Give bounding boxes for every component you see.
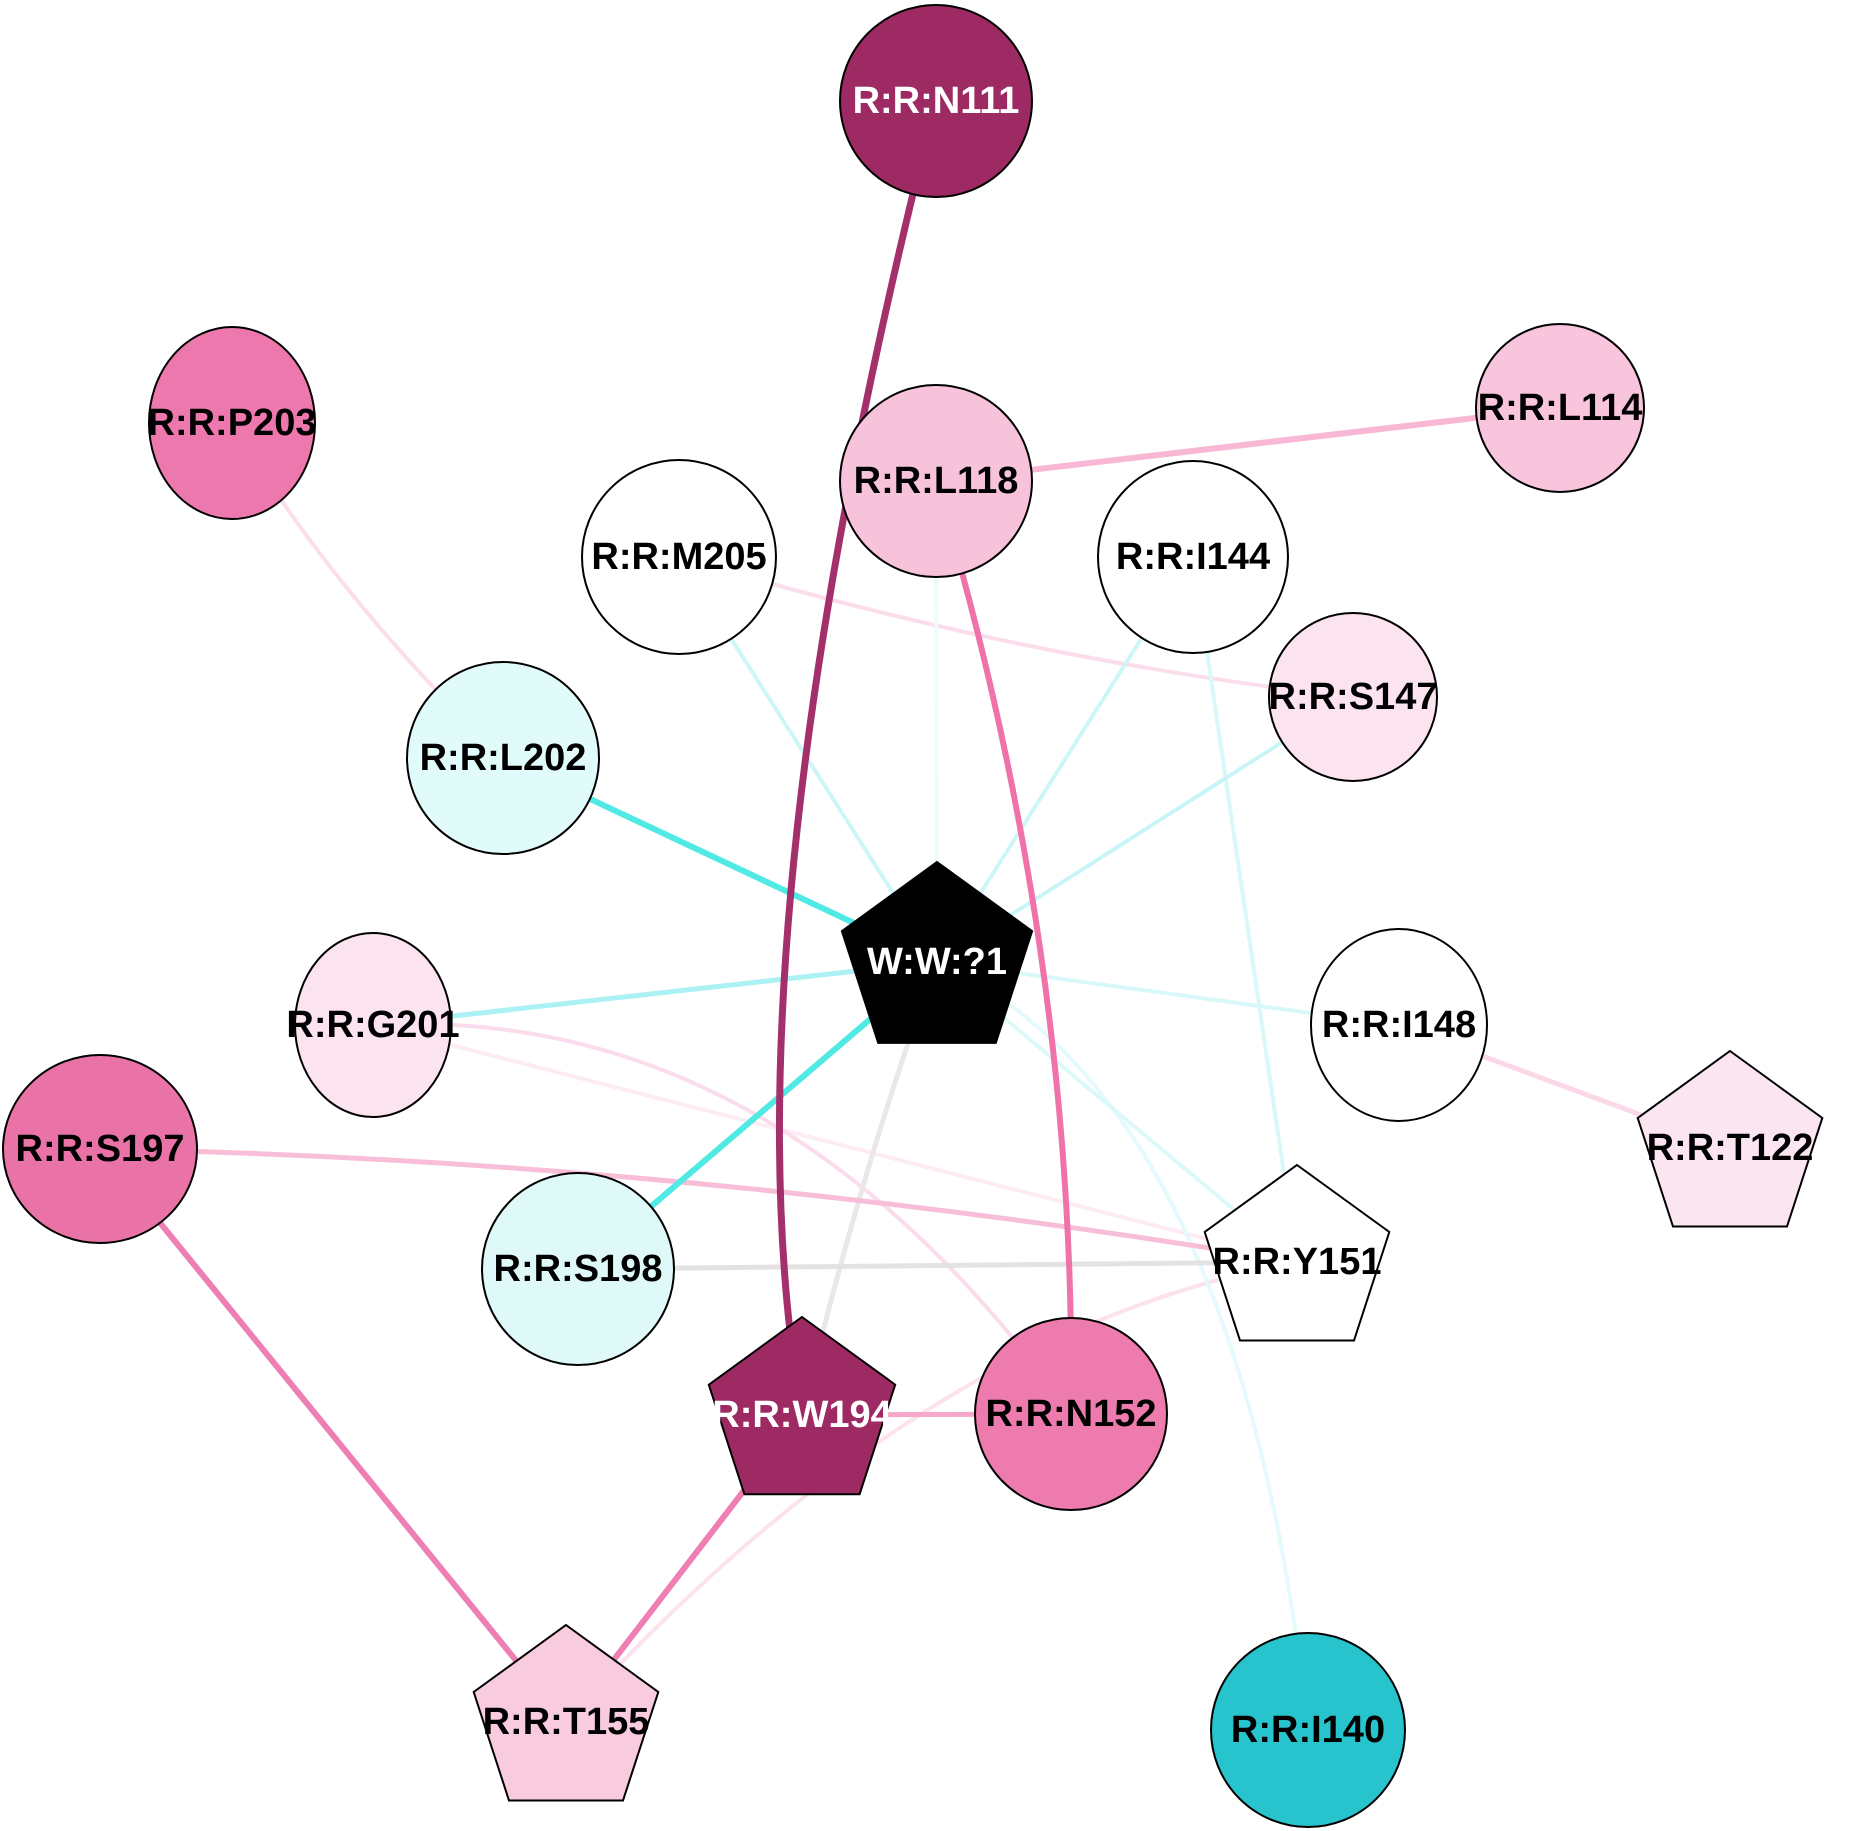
node-W:W:?1[interactable]: W:W:?1 — [840, 860, 1034, 1044]
edge-R:R:I144--R:R:Y151[interactable] — [1191, 556, 1299, 1263]
edge-R:R:N111--R:R:W194[interactable] — [775, 100, 940, 1416]
node-shape-pentagon[interactable] — [472, 1623, 660, 1802]
node-shape-ellipse[interactable] — [1310, 928, 1488, 1122]
node-R:R:S198[interactable]: R:R:S198 — [481, 1172, 675, 1366]
node-shape-ellipse[interactable] — [839, 384, 1033, 578]
edge-W:W:?1--R:R:I140[interactable] — [936, 960, 1310, 1731]
node-R:R:L114[interactable]: R:R:L114 — [1475, 323, 1645, 493]
node-shape-pentagon[interactable] — [707, 1315, 897, 1496]
node-shape-ellipse[interactable] — [839, 4, 1033, 198]
edge-R:R:L114--R:R:L118[interactable] — [935, 405, 1561, 484]
node-R:R:L118[interactable]: R:R:L118 — [839, 384, 1033, 578]
node-shape-ellipse[interactable] — [974, 1317, 1168, 1511]
edge-R:R:G201--R:R:Y151[interactable] — [372, 1023, 1298, 1264]
node-R:R:I144[interactable]: R:R:I144 — [1097, 460, 1289, 654]
node-shape-ellipse[interactable] — [1210, 1632, 1406, 1828]
edge-R:R:G201--R:R:N152[interactable] — [372, 1021, 1073, 1416]
node-R:R:S197[interactable]: R:R:S197 — [2, 1054, 198, 1244]
node-R:R:L202[interactable]: R:R:L202 — [406, 661, 600, 855]
node-R:R:N152[interactable]: R:R:N152 — [974, 1317, 1168, 1511]
node-R:R:G201[interactable]: R:R:G201 — [286, 932, 460, 1118]
node-shape-pentagon[interactable] — [1636, 1049, 1824, 1228]
node-shape-pentagon[interactable] — [1203, 1163, 1391, 1342]
edge-W:W:?1--R:R:G201[interactable] — [372, 959, 938, 1028]
node-shape-ellipse[interactable] — [1097, 460, 1289, 654]
node-R:R:M205[interactable]: R:R:M205 — [581, 459, 777, 655]
edge-R:R:L118--R:R:N152[interactable] — [933, 480, 1075, 1415]
node-shape-ellipse[interactable] — [1475, 323, 1645, 493]
node-R:R:P203[interactable]: R:R:P203 — [148, 326, 317, 520]
node-shape-ellipse[interactable] — [581, 459, 777, 655]
node-shape-ellipse[interactable] — [481, 1172, 675, 1366]
node-shape-ellipse[interactable] — [406, 661, 600, 855]
edge-R:R:S198--R:R:Y151[interactable] — [577, 1259, 1298, 1272]
edge-R:R:S197--R:R:T155[interactable] — [97, 1147, 569, 1724]
node-R:R:S147[interactable]: R:R:S147 — [1268, 612, 1438, 782]
node-shape-ellipse[interactable] — [2, 1054, 198, 1244]
node-R:R:W194[interactable]: R:R:W194 — [707, 1315, 897, 1496]
node-R:R:I148[interactable]: R:R:I148 — [1310, 928, 1488, 1122]
edge-R:R:T155--R:R:Y151[interactable] — [564, 1260, 1298, 1724]
node-shape-ellipse[interactable] — [148, 326, 316, 520]
node-layer: W:W:?1 R:R:N111 R:R:P203 R:R:L114 R:R:L118 R:… — [2, 4, 1824, 1828]
node-R:R:T122[interactable]: R:R:T122 — [1636, 1049, 1824, 1228]
node-R:R:N111[interactable]: R:R:N111 — [839, 4, 1033, 198]
edge-R:R:M205--R:R:S147[interactable] — [678, 555, 1354, 699]
node-R:R:I140[interactable]: R:R:I140 — [1210, 1632, 1406, 1828]
node-shape-ellipse[interactable] — [1268, 612, 1438, 782]
node-shape-pentagon[interactable] — [840, 860, 1034, 1044]
node-shape-ellipse[interactable] — [294, 932, 452, 1118]
edge-R:R:S197--R:R:Y151[interactable] — [99, 1146, 1298, 1265]
node-R:R:Y151[interactable]: R:R:Y151 — [1203, 1163, 1391, 1342]
